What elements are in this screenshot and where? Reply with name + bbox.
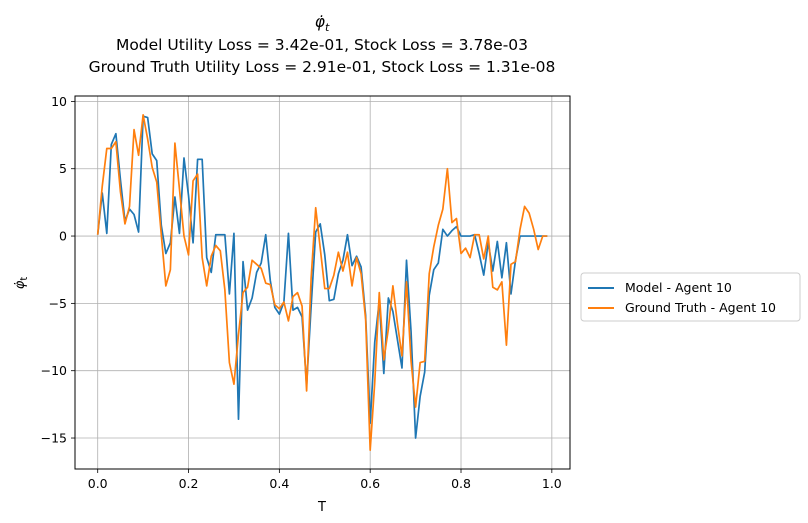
x-tick-label: 0.0: [88, 476, 108, 491]
x-tick-label: 0.8: [451, 476, 471, 491]
legend-label-model: Model - Agent 10: [625, 280, 732, 295]
chart-title: φ̇t: [315, 13, 330, 34]
chart-subtitle-2: Ground Truth Utility Loss = 2.91e-01, St…: [89, 58, 556, 76]
x-tick-label: 0.4: [269, 476, 289, 491]
series-layer: [96, 113, 548, 451]
y-tick-label: 0: [59, 229, 67, 244]
y-tick-label: −15: [41, 431, 67, 446]
x-tick-label: 1.0: [542, 476, 562, 491]
x-tick-label: 0.2: [179, 476, 199, 491]
x-axis-label: T: [317, 500, 326, 515]
plot-frame: [74, 95, 571, 470]
y-tick-label: −10: [41, 363, 67, 378]
y-axis-label: φ̇t: [13, 277, 30, 290]
legend-label-ground-truth: Ground Truth - Agent 10: [625, 300, 776, 315]
chart-subtitle-1: Model Utility Loss = 3.42e-01, Stock Los…: [116, 36, 528, 54]
series-line-ground-truth: [96, 113, 548, 451]
y-tick-label: −5: [49, 296, 67, 311]
legend-box: [580, 272, 801, 322]
legend: Model - Agent 10 Ground Truth - Agent 10: [580, 272, 801, 322]
y-tick-label: 5: [59, 161, 67, 176]
x-tick-label: 0.6: [360, 476, 380, 491]
y-tick-label: 10: [51, 94, 67, 109]
axis-ticks: 0.0 0.2 0.4 0.6 0.8 1.0 10 5 0 −5 −10 −15: [41, 94, 562, 491]
